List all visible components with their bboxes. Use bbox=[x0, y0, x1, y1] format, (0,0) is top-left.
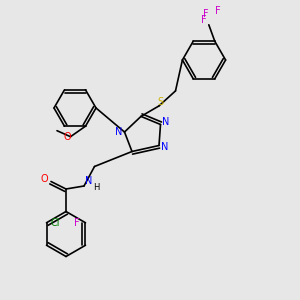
Text: S: S bbox=[158, 97, 164, 107]
Text: N: N bbox=[115, 127, 122, 137]
Text: F: F bbox=[215, 6, 220, 16]
Text: O: O bbox=[64, 132, 71, 142]
Text: N: N bbox=[85, 176, 92, 187]
Text: F: F bbox=[203, 9, 208, 19]
Text: N: N bbox=[162, 116, 169, 127]
Text: Cl: Cl bbox=[50, 218, 60, 228]
Text: F: F bbox=[74, 218, 80, 228]
Text: F: F bbox=[202, 15, 207, 25]
Text: H: H bbox=[93, 183, 100, 192]
Text: N: N bbox=[161, 142, 169, 152]
Text: O: O bbox=[40, 174, 48, 184]
